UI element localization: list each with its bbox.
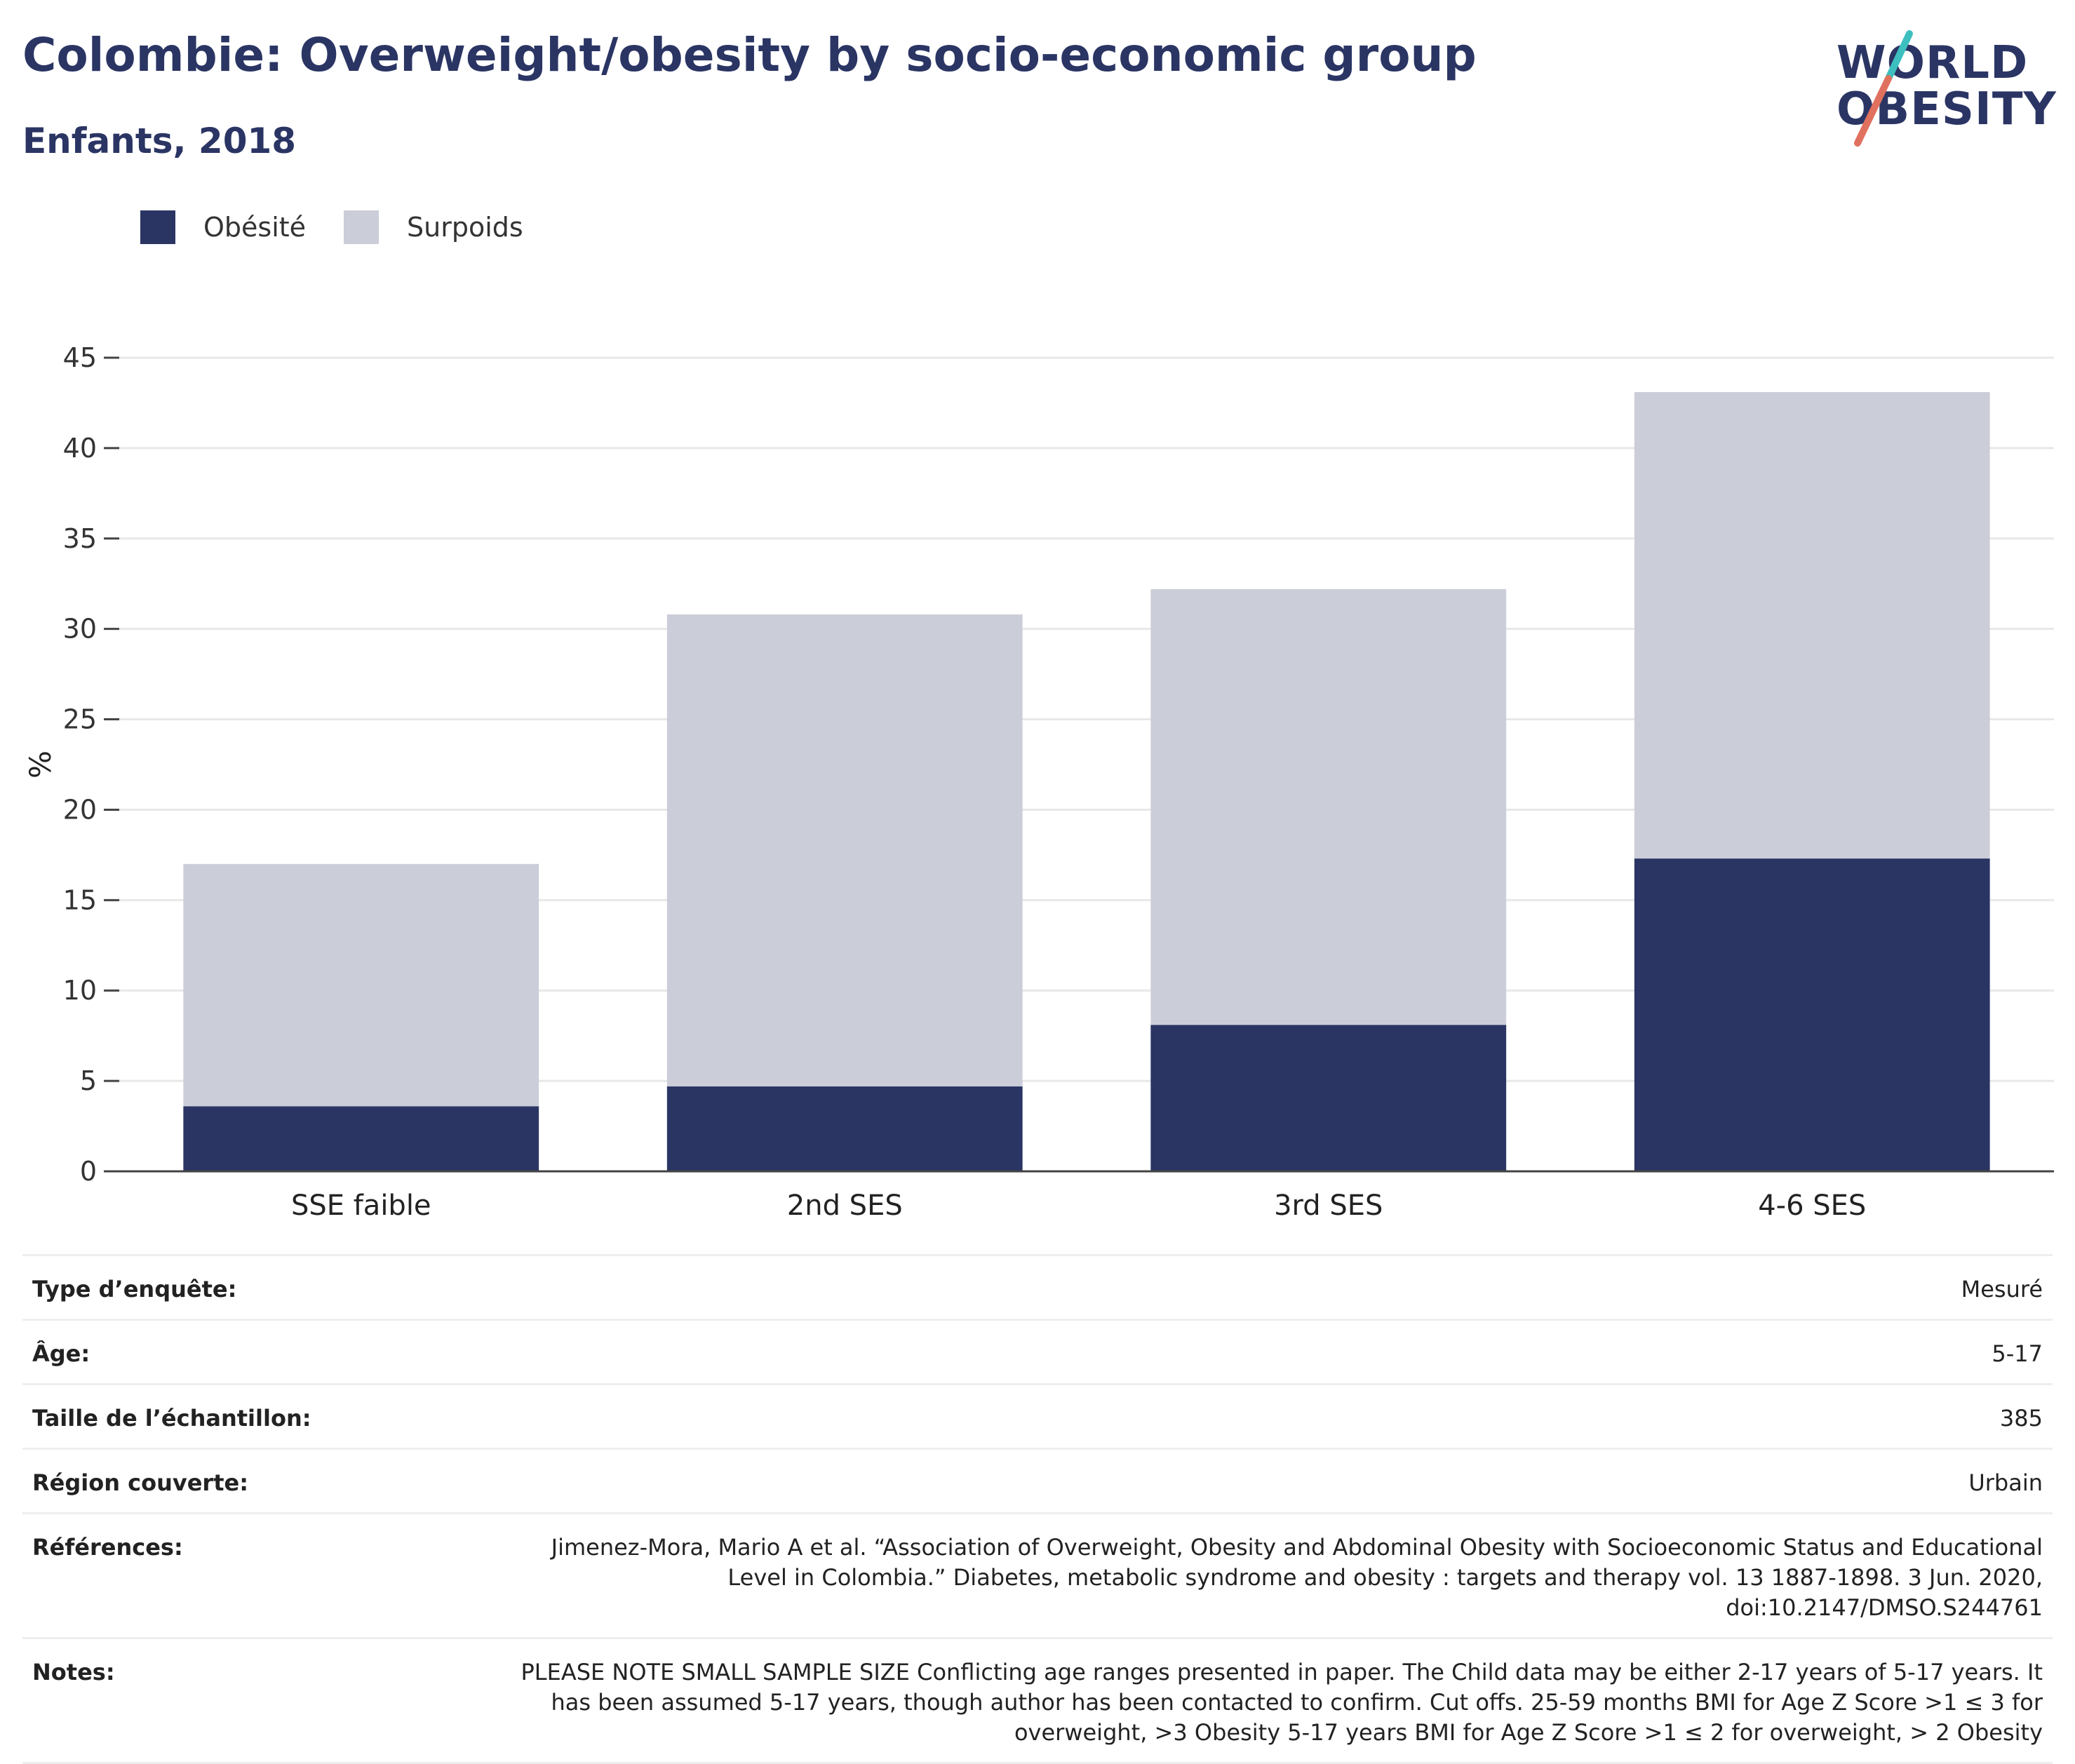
bar-overweight xyxy=(666,614,1023,1086)
info-value: Jimenez-Mora, Mario A et al. “Associatio… xyxy=(551,1534,2043,1621)
info-label: Âge: xyxy=(32,1340,90,1367)
y-axis-label: % xyxy=(23,750,58,779)
logo-slash-icon xyxy=(1854,30,1913,147)
info-label: Région couverte: xyxy=(32,1469,248,1496)
info-label: Taille de l’échantillon: xyxy=(32,1405,311,1432)
info-label: Type d’enquête: xyxy=(32,1276,237,1302)
info-row: Type d’enquête: Mesuré xyxy=(22,1256,2053,1321)
x-tick-label: 4-6 SES xyxy=(1758,1190,1866,1220)
y-tick-label: 20 xyxy=(63,794,97,825)
chart-title: Colombie: Overweight/obesity by socio-ec… xyxy=(22,28,1477,82)
y-tick-label: 25 xyxy=(63,704,97,735)
survey-info-table: Type d’enquête: Mesuré Âge: 5-17 Taille de l… xyxy=(22,1254,2053,1764)
legend-swatch-overweight xyxy=(344,210,379,244)
bar-obesity xyxy=(1150,1025,1507,1171)
info-row: Notes: PLEASE NOTE SMALL SAMPLE SIZE Conf… xyxy=(22,1639,2053,1764)
bar-obesity xyxy=(666,1086,1023,1171)
info-row: Références: Jimenez-Mora, Mario A et al. … xyxy=(22,1514,2053,1639)
stacked-bar-chart: 0 5 10 15 20 25 30 35 40 45% SSE faible 2nd SES 3rd … xyxy=(23,342,2054,1220)
y-tick-label: 35 xyxy=(63,523,97,554)
y-tick-label: 45 xyxy=(63,342,97,373)
legend-label-overweight: Surpoids xyxy=(407,212,523,243)
info-row: Taille de l’échantillon: 385 xyxy=(22,1385,2053,1450)
bar-overweight xyxy=(183,863,539,1107)
legend-swatch-obesity xyxy=(140,210,175,244)
bar-obesity xyxy=(183,1106,539,1171)
x-tick-label: 2nd SES xyxy=(787,1190,903,1220)
info-row: Âge: 5-17 xyxy=(22,1321,2053,1385)
y-tick-label: 10 xyxy=(63,975,97,1006)
chart-subtitle: Enfants, 2018 xyxy=(22,121,297,161)
bar-overweight xyxy=(1150,588,1507,1025)
bar-obesity xyxy=(1634,859,1990,1171)
y-tick-label: 5 xyxy=(80,1065,97,1096)
y-tick-label: 15 xyxy=(63,884,97,915)
info-label: Notes: xyxy=(32,1659,115,1685)
y-tick-label: 30 xyxy=(63,614,97,645)
info-row: Région couverte: Urbain xyxy=(22,1450,2053,1514)
x-tick-label: 3rd SES xyxy=(1274,1190,1383,1220)
y-tick-label: 40 xyxy=(63,433,97,464)
bar-overweight xyxy=(1634,391,1990,859)
legend-label-obesity: Obésité xyxy=(203,212,307,243)
world-obesity-logo: WORLD OBESITY xyxy=(1824,20,2062,153)
info-value: Urbain xyxy=(1968,1469,2043,1496)
info-value: 5-17 xyxy=(1992,1340,2043,1367)
y-tick-label: 0 xyxy=(80,1156,97,1187)
info-label: Références: xyxy=(32,1534,183,1561)
x-tick-label: SSE faible xyxy=(291,1190,431,1220)
logo-word-top: WORLD xyxy=(1836,37,2029,89)
info-value: PLEASE NOTE SMALL SAMPLE SIZE Conflictin… xyxy=(521,1659,2043,1746)
info-value: 385 xyxy=(1999,1405,2043,1432)
info-value: Mesuré xyxy=(1961,1276,2043,1302)
